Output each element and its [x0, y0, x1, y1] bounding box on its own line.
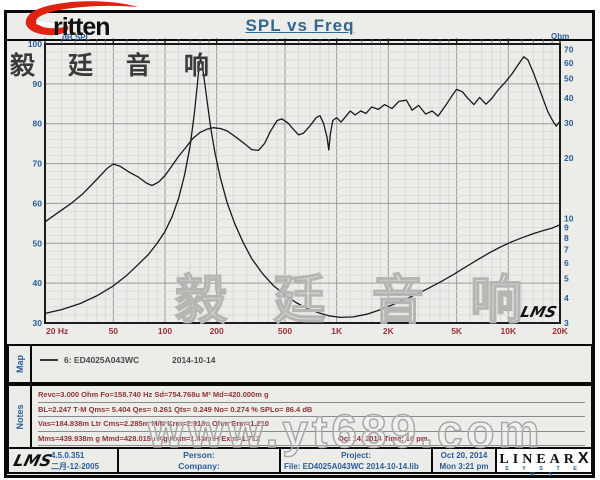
notes-line-4: Mms=439.938m g Mmd=428.015u Kg Kxm=1.43m…	[38, 432, 585, 446]
file-name: File: ED4025A043WC 2014-10-14.lib	[284, 462, 419, 471]
plot-lms-logo: LMS	[518, 303, 559, 321]
legend-line-swatch	[40, 359, 58, 361]
notes-line-4-text: Mms=439.938m g Mmd=428.015u Kg Kxm=1.43m…	[38, 433, 261, 443]
lms-version: 4.5.0.351	[51, 451, 85, 460]
footer-linearx-cell: LINEARX S Y S T E M S	[497, 449, 591, 478]
print-time: Mon 3:21 pm	[439, 462, 489, 471]
plot-watermark-text: 毅 廷 音 响	[174, 271, 539, 331]
notes-line-3: Vas=184.838m Ltr Cms=2.285m M/N Krm=2.91…	[38, 417, 585, 432]
notes-date-fragment: Oct 14, 2014 Time: 16 pm	[338, 433, 428, 443]
page-title: SPL vs Freq	[245, 16, 355, 35]
company-label: Company:	[178, 461, 220, 471]
lms-version-date: 二月-12-2005	[51, 462, 100, 471]
notes-line-2: BL=2.247 T·M Qms= 5.404 Qes= 0.261 Qts= …	[38, 403, 585, 417]
logo-chinese-text: 毅 廷 音 响	[10, 52, 222, 80]
map-label-cell: Map	[9, 346, 32, 382]
print-date: Oct 20, 2014	[440, 451, 488, 460]
lms-logo: LMS	[11, 451, 55, 470]
bottom-watermark-text: www.yt689.com	[147, 404, 544, 458]
linearx-logo: LINEARX	[499, 450, 589, 467]
notes-label: Notes	[14, 403, 25, 430]
map-label: Map	[14, 355, 25, 373]
legend-curve-name: 6: ED4025A043WC	[64, 355, 140, 365]
footer-bar: LMS 4.5.0.351 二月-12-2005 Person: Company…	[7, 447, 593, 478]
logo-swoosh-icon	[25, 1, 138, 36]
notes-line-1: Revc=3.000 Ohm Fo=158.740 Hz Sd=754.768u…	[38, 388, 585, 403]
footer-date-cell: Oct 20, 2014 Mon 3:21 pm	[433, 449, 497, 472]
title-bar: SPL vs Freq	[7, 13, 593, 41]
legend-curve-date: 2014-10-14	[172, 355, 216, 365]
project-label: Project:	[341, 451, 371, 460]
left-axis-unit-label: dB SPL	[62, 33, 91, 42]
linearx-x: X	[577, 450, 589, 467]
person-label: Person:	[183, 450, 215, 460]
notes-strip: Notes Revc=3.000 Ohm Fo=158.740 Hz Sd=75…	[7, 384, 593, 449]
eritten-logo: ritten	[10, 0, 160, 46]
logo-text: ritten	[53, 13, 110, 41]
footer-person-cell: Person: Company:	[119, 449, 281, 472]
notes-content: Revc=3.000 Ohm Fo=158.740 Hz Sd=754.768u…	[32, 386, 591, 447]
footer-project-cell: Project: File: ED4025A043WC 2014-10-14.l…	[281, 449, 433, 472]
notes-label-cell: Notes	[9, 386, 32, 447]
linearx-systems-text: S Y S T E M S	[505, 466, 583, 478]
map-strip: Map 6: ED4025A043WC 2014-10-14	[7, 344, 593, 384]
right-axis-unit-label: Ohm	[551, 32, 570, 41]
footer-lms-cell: LMS 4.5.0.351 二月-12-2005	[9, 449, 119, 472]
legend-row: 6: ED4025A043WC 2014-10-14	[32, 346, 591, 382]
